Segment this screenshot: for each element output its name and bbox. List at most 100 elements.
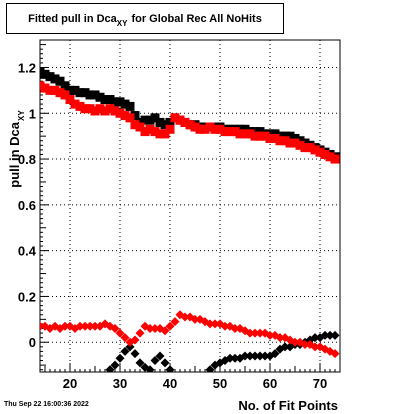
data-point xyxy=(230,353,240,363)
data-point xyxy=(205,365,215,372)
data-point xyxy=(305,143,315,153)
data-point xyxy=(280,136,290,146)
data-point xyxy=(70,99,80,109)
data-point xyxy=(85,90,95,100)
data-point xyxy=(245,129,255,139)
data-point xyxy=(80,321,90,331)
data-point xyxy=(220,127,230,137)
data-point xyxy=(130,335,140,345)
data-point xyxy=(230,127,240,137)
data-point xyxy=(90,106,100,116)
marks-layer xyxy=(40,67,340,372)
data-point xyxy=(325,330,335,340)
data-point xyxy=(245,328,255,338)
data-point xyxy=(205,122,215,132)
data-point xyxy=(200,124,210,134)
data-point xyxy=(310,333,320,343)
data-point xyxy=(110,323,120,333)
data-point xyxy=(245,351,255,361)
data-point xyxy=(265,330,275,340)
data-point xyxy=(215,124,225,134)
data-point xyxy=(75,321,85,331)
data-point xyxy=(140,115,150,125)
data-point xyxy=(160,358,170,368)
data-point xyxy=(260,131,270,141)
data-point xyxy=(315,147,325,157)
data-point xyxy=(120,346,130,356)
data-point xyxy=(160,129,170,139)
data-point xyxy=(240,124,250,134)
data-point xyxy=(330,349,340,359)
data-point xyxy=(40,83,50,93)
data-point xyxy=(155,351,165,361)
data-point xyxy=(170,317,180,327)
data-point xyxy=(120,333,130,343)
data-point xyxy=(285,131,295,141)
data-point xyxy=(145,124,155,134)
data-point xyxy=(230,323,240,333)
data-point xyxy=(240,129,250,139)
data-point xyxy=(250,127,260,137)
data-point xyxy=(75,101,85,111)
data-point xyxy=(160,120,170,130)
data-point xyxy=(265,129,275,139)
x-tick-label: 30 xyxy=(113,376,127,391)
data-point xyxy=(235,129,245,139)
data-point xyxy=(180,117,190,127)
data-point xyxy=(280,131,290,141)
data-point xyxy=(125,101,135,111)
data-point xyxy=(180,312,190,322)
data-point xyxy=(65,85,75,95)
data-point xyxy=(270,129,280,139)
data-point xyxy=(290,138,300,148)
data-point xyxy=(135,358,145,368)
data-point xyxy=(330,154,340,164)
x-tick-label: 60 xyxy=(263,376,277,391)
data-point xyxy=(60,321,70,331)
x-tick-label: 50 xyxy=(213,376,227,391)
data-point xyxy=(170,113,180,123)
data-point xyxy=(295,136,305,146)
y-tick-label: 0.6 xyxy=(18,198,36,213)
data-point xyxy=(255,127,265,137)
data-point xyxy=(115,353,125,363)
data-point xyxy=(120,111,130,121)
data-point xyxy=(115,328,125,338)
data-point xyxy=(300,138,310,148)
data-point xyxy=(165,117,175,127)
data-point xyxy=(260,351,270,361)
data-point xyxy=(280,342,290,352)
data-point xyxy=(115,97,125,107)
data-point xyxy=(225,127,235,137)
data-point xyxy=(325,152,335,162)
data-point xyxy=(290,133,300,143)
data-point xyxy=(75,88,85,98)
data-point xyxy=(100,95,110,105)
chart-title-box: Fitted pull in Dca XY for Global Rec All… xyxy=(6,3,284,34)
data-point xyxy=(105,95,115,105)
data-point xyxy=(330,330,340,340)
data-point xyxy=(110,106,120,116)
y-axis-title-sub: XY xyxy=(17,110,26,121)
data-point xyxy=(250,328,260,338)
data-point xyxy=(80,88,90,98)
data-point xyxy=(125,113,135,123)
x-axis-title: No. of Fit Points xyxy=(238,398,338,413)
data-point xyxy=(270,133,280,143)
data-point xyxy=(195,124,205,134)
data-point xyxy=(235,124,245,134)
data-point xyxy=(310,145,320,155)
x-tick-label: 20 xyxy=(63,376,77,391)
data-point xyxy=(85,321,95,331)
y-tick-label: 0.8 xyxy=(18,152,36,167)
data-point xyxy=(135,122,145,132)
data-point xyxy=(185,120,195,130)
data-point xyxy=(165,124,175,134)
data-point xyxy=(150,323,160,333)
data-point xyxy=(210,124,220,134)
data-point xyxy=(105,104,115,114)
data-point xyxy=(65,95,75,105)
data-point xyxy=(60,90,70,100)
data-point xyxy=(150,356,160,366)
chart-title-suffix: for Global Rec All NoHits xyxy=(131,12,262,25)
